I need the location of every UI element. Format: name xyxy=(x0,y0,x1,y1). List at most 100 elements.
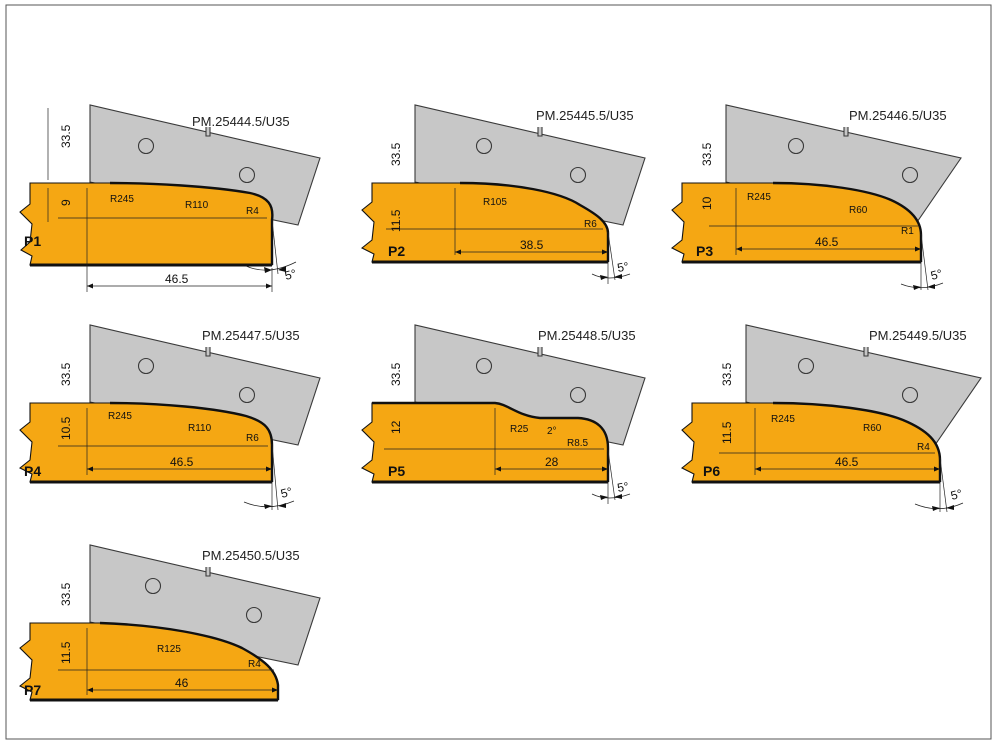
profile-code: PM.25448.5/U35 xyxy=(538,328,636,343)
angle-arrow xyxy=(614,274,622,279)
knife-hole xyxy=(475,357,493,375)
angle-line xyxy=(920,233,929,291)
radius-label: R245 xyxy=(771,414,795,425)
profile-label: P5 xyxy=(388,463,405,479)
knife-notch xyxy=(205,127,211,137)
angle-label: 5° xyxy=(279,484,294,501)
angle-arc xyxy=(914,502,964,510)
radius-label: R8.5 xyxy=(567,438,589,449)
angle-arrow xyxy=(927,284,935,289)
profile-code: PM.25446.5/U35 xyxy=(849,108,947,123)
knife-notch xyxy=(537,347,543,357)
width-arrow-right xyxy=(272,687,278,693)
profile-height-label: 10 xyxy=(700,196,714,210)
width-label: 46.5 xyxy=(835,455,859,469)
profile-code: PM.25449.5/U35 xyxy=(869,328,967,343)
angle-line xyxy=(271,443,279,511)
profile-label: P1 xyxy=(24,233,41,249)
profile-height-label: 10.5 xyxy=(59,416,73,440)
knife-hole xyxy=(569,166,587,184)
profile-label: P3 xyxy=(696,243,713,259)
cutting-edge xyxy=(772,181,923,262)
knife-height-label: 33.5 xyxy=(59,124,73,148)
width-label: 28 xyxy=(545,455,559,469)
cutting-edge xyxy=(372,401,610,482)
knife-notch xyxy=(863,347,869,357)
cutting-edge xyxy=(109,401,274,482)
knife-blade xyxy=(89,104,321,226)
width-arrow-left xyxy=(455,249,461,255)
knife-blade xyxy=(414,324,646,446)
knife-blade xyxy=(414,104,646,226)
angle-arrow xyxy=(932,506,940,511)
width-arrow-left xyxy=(736,246,742,252)
angle-label: 5° xyxy=(616,479,630,495)
profile-label: P4 xyxy=(24,463,41,479)
profile-p1: PM.25444.5/U35 33.5 9 R245 R110 R4 P1 46… xyxy=(19,104,321,292)
angle-arc xyxy=(591,273,631,279)
width-arrow-right xyxy=(266,466,272,472)
angle-label: 5° xyxy=(929,266,944,283)
angle-label: 5° xyxy=(616,259,630,275)
width-arrow-right xyxy=(934,466,940,472)
radius-label: R4 xyxy=(248,659,261,670)
angle-line xyxy=(271,219,279,275)
width-arrow-right xyxy=(602,466,608,472)
profile-code: PM.25445.5/U35 xyxy=(536,108,634,123)
radius-label: R110 xyxy=(185,200,209,211)
knife-hole xyxy=(137,137,155,155)
profile-label: P2 xyxy=(388,243,405,259)
cutting-edge xyxy=(109,181,274,265)
profile-height-label: 11.5 xyxy=(389,209,403,232)
width-arrow-left xyxy=(87,466,93,472)
profile-height-label: 9 xyxy=(59,199,73,206)
knife-height-label: 33.5 xyxy=(389,362,403,386)
radius-label: R4 xyxy=(917,442,930,453)
profile-code: PM.25444.5/U35 xyxy=(192,114,290,129)
radius-label: R245 xyxy=(108,411,132,422)
knife-hole xyxy=(787,137,805,155)
radius-label: R25 xyxy=(510,424,529,435)
cutting-edge xyxy=(99,621,280,700)
width-arrow-right xyxy=(266,283,272,289)
angle-arrow xyxy=(264,504,272,509)
knife-hole xyxy=(569,386,587,404)
radius-label: R110 xyxy=(188,423,212,434)
width-arrow-right xyxy=(915,246,921,252)
knife-height-label: 33.5 xyxy=(59,582,73,606)
knife-hole xyxy=(137,357,155,375)
width-arrow-right xyxy=(602,249,608,255)
knife-hole xyxy=(901,166,919,184)
profile-p4: PM.25447.5/U35 33.5 10.5 R245 R110 R6 P4… xyxy=(18,324,321,511)
knife-hole xyxy=(238,386,256,404)
knife-notch xyxy=(843,127,849,137)
width-arrow-left xyxy=(87,283,93,289)
angle-line xyxy=(607,449,616,501)
knife-hole xyxy=(144,577,162,595)
knife-notch xyxy=(205,567,211,577)
angle-arrow xyxy=(600,275,608,280)
radius-label: R245 xyxy=(110,194,134,205)
knife-hole xyxy=(797,357,815,375)
profile-p3: PM.25446.5/U35 33.5 10 R245 R60 R1 P3 46… xyxy=(670,104,962,291)
width-arrow-left xyxy=(755,466,761,472)
angle-arrow xyxy=(264,267,272,273)
radius-label: R245 xyxy=(747,192,771,203)
draft-angle-label: 2° xyxy=(547,426,557,437)
profile-height-label: 11.5 xyxy=(720,421,734,444)
knife-blade xyxy=(89,544,321,666)
profile-shape xyxy=(19,182,273,266)
width-arrow-left xyxy=(87,687,93,693)
radius-label: R6 xyxy=(246,433,259,444)
angle-arrow xyxy=(600,495,608,500)
profile-p2: PM.25445.5/U35 33.5 11.5 R105 R6 P2 38.5… xyxy=(360,104,646,284)
profile-code: PM.25450.5/U35 xyxy=(202,548,300,563)
cutting-edge xyxy=(772,401,942,482)
knife-hole xyxy=(245,606,263,624)
knife-hole xyxy=(238,166,256,184)
knife-hole xyxy=(901,386,919,404)
profile-label: P6 xyxy=(703,463,720,479)
knife-notch xyxy=(205,347,211,357)
knife-hole xyxy=(475,137,493,155)
